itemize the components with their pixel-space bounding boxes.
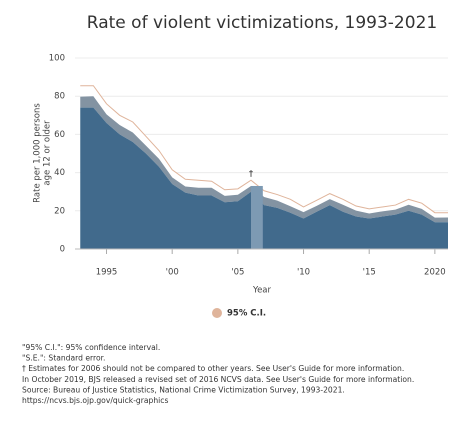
y-tick-label: 0 [60,245,65,255]
footnote: Source: Bureau of Justice Statistics, Na… [22,385,345,394]
y-tick-label: 40 [54,168,65,178]
footnote: In October 2019, BJS released a revised … [22,375,414,384]
y-tick-label: 60 [54,130,65,140]
lower-area [80,107,448,249]
x-tick-label: '05 [231,268,244,278]
x-tick-label: '15 [363,268,376,278]
x-tick-label: '00 [166,268,179,278]
y-axis-label: Rate per 1,000 persons [33,103,43,203]
x-tick-label: '10 [297,268,310,278]
footnote: https://ncvs.bjs.ojp.gov/quick-graphics [22,396,168,405]
upper-band [80,85,448,218]
x-tick-label: 2020 [424,268,446,278]
chart-title: Rate of violent victimizations, 1993-202… [87,13,437,33]
estimate-band [80,96,448,223]
y-tick-label: 80 [54,92,65,102]
highlight-column [250,185,263,249]
legend-label: 95% C.I. [227,309,266,319]
footnote: † Estimates for 2006 should not be compa… [22,364,404,373]
footnote: "S.E.": Standard error. [22,354,105,363]
legend-swatch [212,308,222,318]
y-tick-label: 20 [54,206,65,216]
x-axis-label: Year [252,286,272,296]
y-axis-label: age 12 or older [43,120,53,186]
annotation: † [249,170,254,180]
x-tick-label: 1995 [96,268,118,278]
footnote: "95% C.I.": 95% confidence interval. [22,343,160,352]
y-tick-label: 100 [49,54,65,64]
ci-upper-line [80,85,448,214]
